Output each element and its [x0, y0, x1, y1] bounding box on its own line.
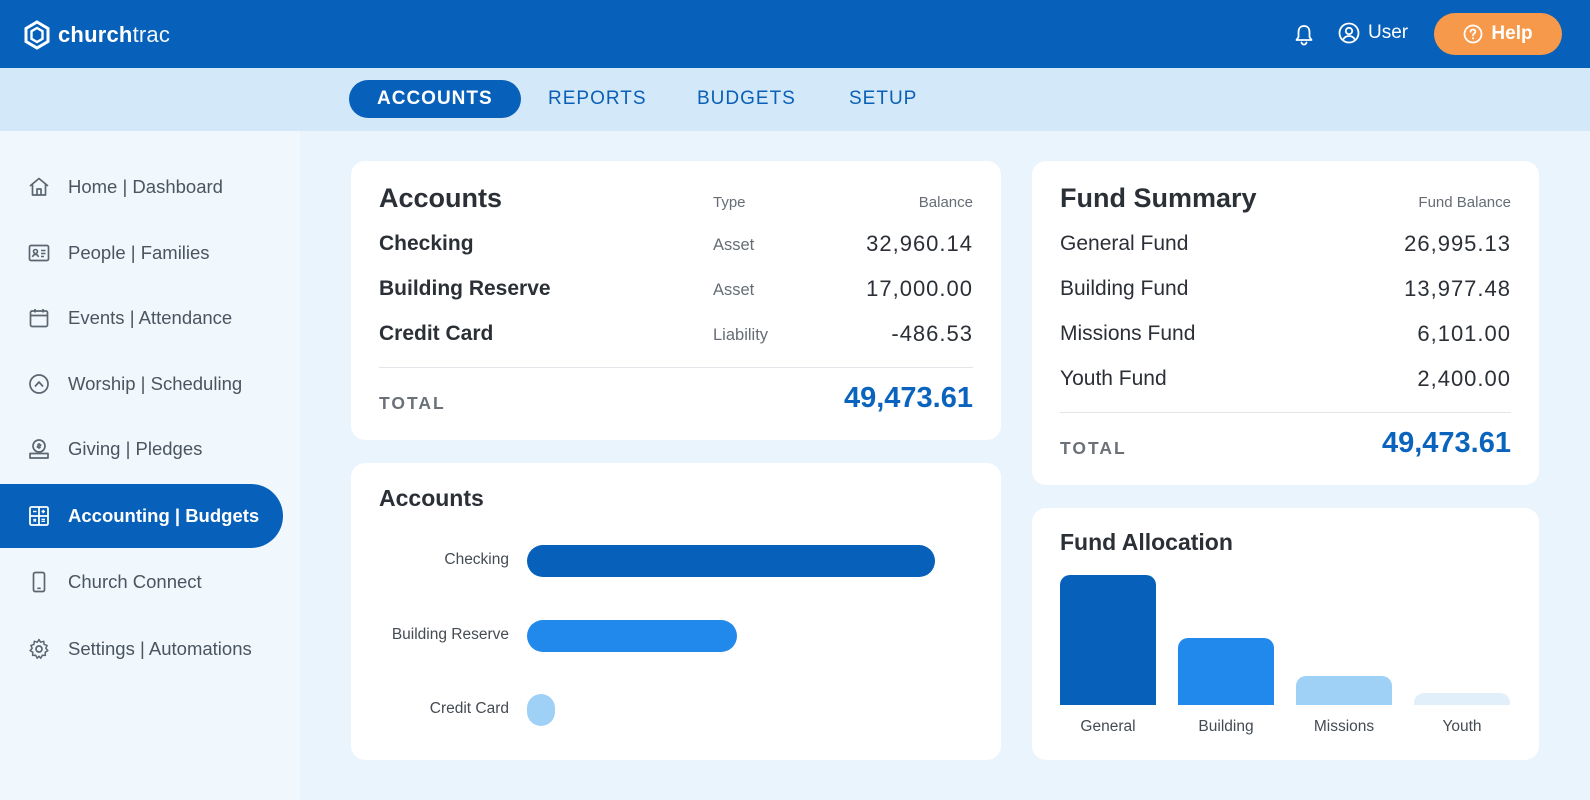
giving-icon — [29, 439, 49, 459]
tab-bar: ACCOUNTS REPORTS BUDGETS SETUP — [0, 68, 1590, 131]
fund-name[interactable]: Building Fund — [1060, 277, 1189, 300]
total-value: 49,473.61 — [1381, 427, 1511, 459]
bar-label: Missions — [1313, 718, 1375, 735]
sidebar-item-home[interactable]: Home | Dashboard — [0, 155, 283, 219]
bar-label: Building Reserve — [391, 626, 509, 643]
sidebar: Home | Dashboard People | Families Event… — [0, 131, 300, 800]
user-menu[interactable]: User — [1338, 22, 1408, 44]
tab-reports[interactable]: REPORTS — [548, 88, 647, 109]
tab-accounts[interactable]: ACCOUNTS — [349, 80, 521, 118]
total-label: TOTAL — [1060, 438, 1127, 458]
fund-name[interactable]: Missions Fund — [1060, 322, 1196, 345]
total-value: 49,473.61 — [843, 382, 973, 414]
accounts-chart-title: Accounts — [379, 485, 484, 511]
id-card-icon — [28, 244, 50, 262]
sidebar-item-worship[interactable]: Worship | Scheduling — [0, 352, 283, 416]
fund-name[interactable]: General Fund — [1060, 232, 1189, 255]
col-header-balance: Balance — [918, 194, 973, 211]
col-header-type: Type — [713, 194, 746, 211]
fund-summary-title: Fund Summary — [1060, 183, 1257, 213]
fund-name[interactable]: Youth Fund — [1060, 367, 1167, 390]
bar[interactable] — [1060, 575, 1156, 705]
home-icon — [29, 177, 49, 196]
accounts-card: Accounts Type Balance Checking Asset 32,… — [351, 161, 1001, 440]
bar[interactable] — [1296, 676, 1392, 705]
gear-icon — [29, 638, 49, 659]
sidebar-item-events[interactable]: Events | Attendance — [0, 286, 283, 350]
sidebar-item-settings[interactable]: Settings | Automations — [0, 617, 283, 681]
sidebar-item-label: Church Connect — [68, 571, 202, 592]
help-button[interactable]: Help — [1434, 13, 1562, 55]
sidebar-item-label: People | Families — [68, 242, 210, 263]
accounting-icon — [29, 506, 49, 526]
account-type: Liability — [713, 326, 769, 344]
bar-label: Building — [1198, 718, 1254, 735]
bar-label: Credit Card — [429, 700, 509, 717]
sidebar-item-label: Worship | Scheduling — [68, 373, 243, 394]
accounts-card-title: Accounts — [379, 183, 503, 213]
churchtrac-logo-icon — [24, 20, 50, 50]
brand-name-bold: church — [58, 22, 133, 47]
fund-allocation-card: Fund Allocation General Building Missions Y… — [1032, 508, 1539, 760]
fund-balance: 6,101.00 — [1417, 321, 1511, 346]
bar[interactable] — [527, 694, 555, 726]
divider — [379, 367, 973, 368]
calendar-icon — [29, 309, 49, 328]
fund-allocation-title: Fund Allocation — [1060, 529, 1233, 555]
bar-label: Youth — [1442, 718, 1482, 735]
user-label: User — [1368, 22, 1409, 43]
account-type: Asset — [713, 281, 755, 299]
divider — [1060, 412, 1511, 413]
worship-icon — [29, 374, 49, 394]
sidebar-item-label: Events | Attendance — [68, 307, 233, 328]
bar[interactable] — [527, 545, 935, 577]
sidebar-item-label: Giving | Pledges — [68, 438, 203, 459]
account-balance: 17,000.00 — [866, 276, 973, 301]
sidebar-item-label: Settings | Automations — [68, 638, 252, 659]
fund-summary-card: Fund Summary Fund Balance General Fund 2… — [1032, 161, 1539, 485]
fund-balance: 2,400.00 — [1417, 366, 1511, 391]
bar-label: General — [1080, 718, 1136, 735]
col-header-fund-balance: Fund Balance — [1418, 194, 1511, 211]
total-label: TOTAL — [379, 393, 446, 413]
account-name[interactable]: Checking — [379, 232, 474, 255]
churchtrac-logo[interactable]: churchtrac — [22, 20, 170, 50]
account-balance: 32,960.14 — [866, 231, 973, 256]
top-bar: churchtrac User Help — [0, 0, 1590, 68]
help-icon — [1464, 24, 1483, 44]
bell-icon[interactable] — [1294, 24, 1314, 46]
fund-balance: 26,995.13 — [1404, 231, 1511, 256]
bar[interactable] — [527, 620, 737, 652]
account-name[interactable]: Building Reserve — [379, 277, 551, 300]
sidebar-item-label: Home | Dashboard — [68, 176, 223, 197]
brand-name-light: trac — [132, 22, 171, 47]
account-balance: -486.53 — [891, 321, 973, 346]
bar-label: Checking — [444, 551, 509, 568]
help-label: Help — [1491, 23, 1533, 44]
sidebar-item-label: Accounting | Budgets — [68, 505, 260, 526]
fund-balance: 13,977.48 — [1404, 276, 1511, 301]
phone-icon — [32, 571, 46, 593]
bar[interactable] — [1414, 693, 1510, 705]
accounts-chart-card: Accounts Checking Building Reserve Credit … — [351, 463, 1001, 760]
sidebar-item-people[interactable]: People | Families — [0, 221, 283, 285]
sidebar-item-church-connect[interactable]: Church Connect — [0, 550, 283, 614]
tab-setup[interactable]: SETUP — [849, 88, 918, 109]
bar[interactable] — [1178, 638, 1274, 705]
account-name[interactable]: Credit Card — [379, 322, 494, 345]
sidebar-item-giving[interactable]: Giving | Pledges — [0, 417, 283, 481]
tab-budgets[interactable]: BUDGETS — [697, 88, 796, 109]
user-icon — [1338, 22, 1360, 44]
account-type: Asset — [713, 236, 755, 254]
sidebar-item-accounting[interactable]: Accounting | Budgets — [0, 484, 283, 548]
